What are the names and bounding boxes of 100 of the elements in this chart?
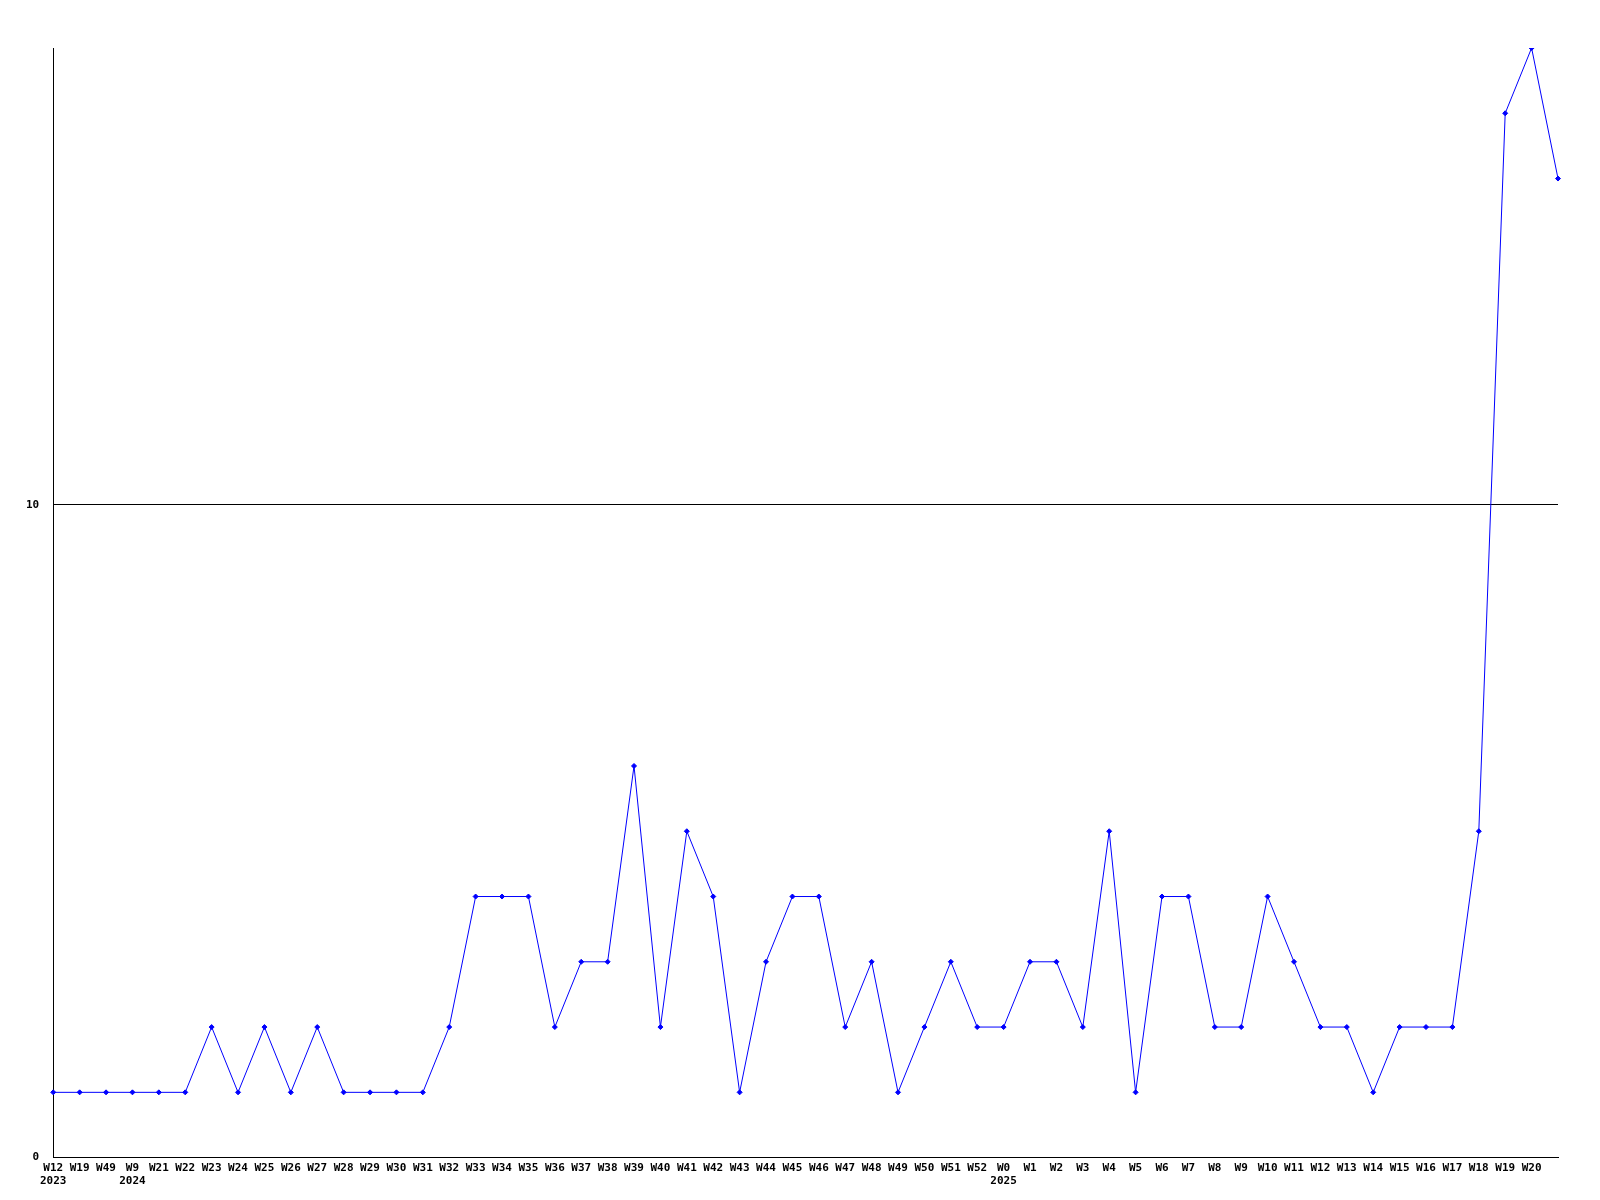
x-tick-label: W12 2023: [40, 1161, 67, 1188]
point: [683, 828, 690, 835]
x-tick-label: W41: [676, 1161, 698, 1175]
point: [1238, 1024, 1245, 1031]
point: [763, 958, 770, 965]
x-tick-label: W5: [1128, 1161, 1143, 1175]
x-tick-label: W49: [96, 1161, 116, 1175]
point: [551, 1024, 558, 1031]
x-tick-label: W12: [1310, 1161, 1331, 1175]
x-tick-label: W2: [1049, 1161, 1064, 1175]
point: [974, 1024, 981, 1031]
x-tick-label: W47: [835, 1161, 856, 1175]
point: [1000, 1024, 1007, 1031]
point: [340, 1089, 347, 1096]
point: [921, 1024, 928, 1031]
point: [947, 958, 954, 965]
point: [182, 1089, 189, 1096]
y-tick-label: 10: [26, 497, 40, 511]
x-tick-label: W42: [703, 1161, 724, 1175]
x-tick-label: W13: [1336, 1161, 1357, 1175]
x-tick-label: W17: [1442, 1161, 1463, 1175]
point: [499, 893, 506, 900]
point: [1185, 893, 1192, 900]
x-tick-label: W40: [650, 1161, 671, 1175]
point: [1264, 893, 1271, 900]
point: [1396, 1024, 1403, 1031]
point: [393, 1089, 400, 1096]
point: [710, 893, 717, 900]
point: [235, 1089, 242, 1096]
point: [657, 1024, 664, 1031]
x-tick-label: W52: [967, 1161, 988, 1175]
point: [1291, 958, 1298, 965]
x-tick-label: W10: [1257, 1161, 1278, 1175]
point: [1475, 828, 1482, 835]
x-tick-label: W24: [228, 1161, 249, 1175]
x-tick-label: W33: [465, 1161, 486, 1175]
x-tick-label: W34: [492, 1161, 513, 1175]
x-tick-label: W22: [175, 1161, 196, 1175]
point: [129, 1089, 136, 1096]
x-tick-label: W19: [1495, 1161, 1516, 1175]
x-tick-label: W38: [597, 1161, 618, 1175]
point: [1343, 1024, 1350, 1031]
point: [1211, 1024, 1218, 1031]
x-tick-label: W6: [1155, 1161, 1170, 1175]
point: [1449, 1024, 1456, 1031]
point: [1555, 175, 1561, 182]
x-tick-label: W51: [940, 1161, 962, 1175]
x-tick-label: W8: [1208, 1161, 1222, 1175]
point: [1423, 1024, 1429, 1031]
x-tick-label: W37: [571, 1161, 592, 1175]
point: [1370, 1089, 1377, 1096]
point: [604, 958, 611, 965]
point: [578, 958, 585, 965]
x-tick-label: W14: [1363, 1161, 1384, 1175]
x-tick-label: W23: [201, 1161, 222, 1175]
x-tick-label: W31: [412, 1161, 434, 1175]
point: [525, 893, 532, 900]
x-tick-label: W9: [1234, 1161, 1248, 1175]
point: [1317, 1024, 1324, 1031]
point: [1079, 1024, 1086, 1031]
x-tick-label: W27: [307, 1161, 328, 1175]
x-tick-label: W21: [148, 1161, 170, 1175]
point: [446, 1024, 453, 1031]
point: [103, 1089, 110, 1096]
y-tick-label: 0: [32, 1150, 40, 1164]
point: [842, 1024, 849, 1031]
x-tick-label: W35: [518, 1161, 539, 1175]
x-tick-label: W30: [386, 1161, 407, 1175]
point: [895, 1089, 902, 1096]
point: [631, 762, 638, 769]
x-tick-label: W18: [1468, 1161, 1489, 1175]
point: [1053, 958, 1060, 965]
point: [1132, 1089, 1139, 1096]
x-tick-label: W29: [360, 1161, 380, 1175]
x-tick-label: W25: [254, 1161, 275, 1175]
point: [472, 893, 479, 900]
x-tick-label: W46: [808, 1161, 830, 1175]
x-tick-label: W48: [861, 1161, 882, 1175]
point: [1106, 828, 1113, 835]
point: [419, 1089, 426, 1096]
point: [76, 1089, 83, 1096]
x-tick-label: W9 2024: [119, 1161, 147, 1188]
x-tick-label: W50: [914, 1161, 935, 1175]
x-tick-label: W32: [439, 1161, 460, 1175]
x-tick-label: W3: [1076, 1161, 1090, 1175]
x-tick-label: W43: [729, 1161, 750, 1175]
x-tick-label: W49: [888, 1161, 908, 1175]
point: [736, 1089, 743, 1096]
point: [789, 893, 796, 900]
point: [50, 1089, 57, 1096]
x-tick-label: W28: [333, 1161, 354, 1175]
point: [1027, 958, 1034, 965]
point: [314, 1024, 321, 1031]
x-tick-label: W26: [280, 1161, 302, 1175]
x-tick-label: W7: [1181, 1161, 1196, 1175]
point: [367, 1089, 374, 1096]
x-tick-label: W45: [782, 1161, 803, 1175]
x-tick-label: W39: [624, 1161, 644, 1175]
x-tick-label: W36: [544, 1161, 566, 1175]
point: [261, 1024, 268, 1031]
